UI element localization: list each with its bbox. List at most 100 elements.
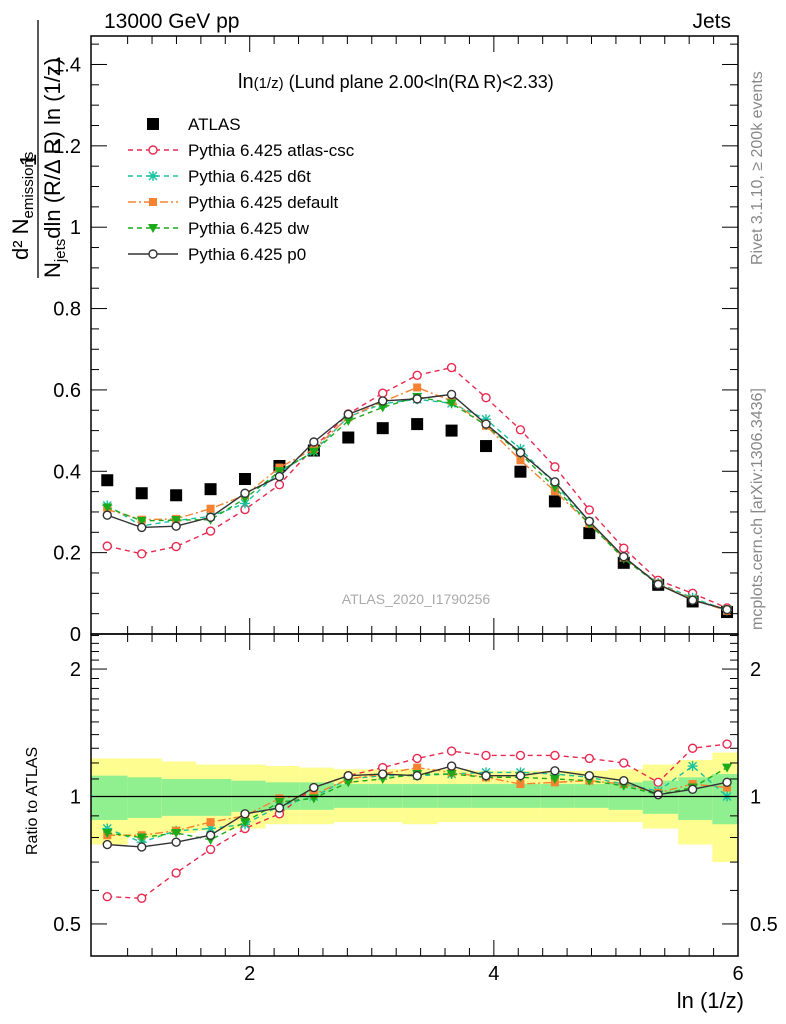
ratio-point-p0 xyxy=(515,770,526,781)
data-point-p0 xyxy=(653,579,663,590)
ratio-point-dw xyxy=(274,798,285,808)
data-point-p0 xyxy=(378,396,388,406)
ratio-point-p0 xyxy=(274,803,285,813)
data-point-p0 xyxy=(619,552,629,562)
data-point-atlas_csc xyxy=(515,425,526,435)
data-point-default xyxy=(413,383,422,392)
data-point-dw xyxy=(171,516,182,526)
data-point-atlas xyxy=(376,422,389,435)
header-left: 13000 GeV pp xyxy=(104,10,239,33)
data-point-dw xyxy=(446,399,457,409)
main-title: ln(1/z) (Lund plane 2.00<ln(RΔ R)<2.33) xyxy=(238,71,554,93)
data-point-atlas_csc xyxy=(481,392,491,403)
data-point-d6t xyxy=(481,414,492,425)
ratio-point-default xyxy=(516,780,525,789)
ratio-point-p0 xyxy=(687,784,698,794)
legend-label-default: Pythia 6.425 default xyxy=(188,193,339,212)
data-point-p0 xyxy=(412,394,422,404)
data-point-p0 xyxy=(137,522,147,533)
ratio-point-atlas_csc xyxy=(171,868,181,878)
data-point-p0 xyxy=(205,512,216,522)
ratio-point-p0 xyxy=(584,770,595,781)
ratio-point-dw xyxy=(239,818,250,828)
main-y-axis-numerator: d² Nemissions xyxy=(8,152,37,260)
band-inner xyxy=(195,778,232,816)
data-point-atlas xyxy=(204,483,217,496)
data-point-atlas_csc xyxy=(274,480,285,490)
ratio-point-p0 xyxy=(653,789,663,800)
ratio-point-atlas_csc xyxy=(481,750,491,761)
x-tick-label: 4 xyxy=(488,963,499,985)
y-tick-label-ratio: 2 xyxy=(70,659,81,681)
data-point-atlas xyxy=(445,424,458,437)
axis-ticks: 2 4 6 0 0.2 0.4 0.6 0.8 1 1.2 1.4 0.5 0.5 1 1 2 2 xyxy=(53,36,778,985)
data-point-default xyxy=(206,504,215,513)
data-point-dw xyxy=(308,447,319,457)
svg-text:1: 1 xyxy=(15,154,41,167)
ratio-point-p0 xyxy=(550,766,560,776)
ratio-point-default xyxy=(206,818,215,827)
y-tick-label-main: 1.2 xyxy=(53,136,81,158)
data-point-p0 xyxy=(343,409,353,420)
data-point-atlas xyxy=(342,431,355,444)
legend-marker-dw xyxy=(148,224,158,233)
ratio-point-atlas_csc xyxy=(722,739,732,749)
ratio-frame xyxy=(90,633,739,957)
main-series-lines xyxy=(101,362,734,619)
data-point-default xyxy=(516,456,525,465)
ratio-point-p0 xyxy=(446,761,457,771)
data-point-atlas_csc xyxy=(550,462,560,472)
y-tick-label-main: 0.4 xyxy=(53,461,81,483)
data-point-atlas xyxy=(411,418,424,431)
ratio-point-p0 xyxy=(343,770,353,781)
y-tick-label-main: 1 xyxy=(70,217,81,239)
y-tick-label-ratio-right: 1 xyxy=(750,786,761,808)
ratio-point-p0 xyxy=(619,775,629,786)
ratio-point-d6t xyxy=(102,823,113,834)
data-point-p0 xyxy=(446,389,457,400)
data-point-atlas_csc xyxy=(205,526,216,536)
axis-frames xyxy=(90,35,739,957)
data-point-atlas_csc xyxy=(137,549,147,559)
series-line-d6t xyxy=(106,398,728,612)
y-tick-label-ratio: 1 xyxy=(70,786,81,808)
watermark: ATLAS_2020_I1790256 xyxy=(342,591,491,607)
data-point-p0 xyxy=(584,516,595,527)
legend: ATLAS Pythia 6.425 atlas-csc Pythia 6.425 … xyxy=(128,115,355,264)
ratio-point-p0 xyxy=(378,769,388,779)
data-point-atlas xyxy=(170,489,183,502)
legend-marker-atlas_csc xyxy=(148,145,158,155)
data-point-atlas xyxy=(135,487,148,500)
legend-marker-d6t xyxy=(148,171,158,181)
ratio-point-p0 xyxy=(171,837,181,847)
data-point-atlas xyxy=(101,474,114,487)
data-point-atlas_csc xyxy=(171,541,181,552)
ratio-point-atlas_csc xyxy=(412,753,422,764)
ratio-point-d6t xyxy=(687,761,698,772)
main-y-axis-denominator: Njetsdln (R/Δ R) ln (1/z) xyxy=(40,58,69,278)
legend-label-atlas: ATLAS xyxy=(188,115,241,134)
band-inner xyxy=(91,775,128,820)
data-point-p0 xyxy=(481,419,491,429)
data-point-atlas_csc xyxy=(584,505,595,515)
data-point-atlas_csc xyxy=(619,543,629,553)
ratio-point-atlas_csc xyxy=(446,746,457,756)
ratio-point-p0 xyxy=(102,839,112,850)
ratio-point-atlas_csc xyxy=(515,750,526,761)
x-tick-label: 6 xyxy=(732,963,743,985)
y-tick-label-main: 0.8 xyxy=(53,299,81,321)
band-inner xyxy=(161,778,196,816)
ratio-point-atlas_csc xyxy=(137,893,147,903)
data-point-atlas xyxy=(548,495,561,508)
ratio-point-dw xyxy=(722,763,733,773)
ratio-point-p0 xyxy=(240,809,250,819)
data-point-atlas xyxy=(480,440,493,453)
y-tick-label-ratio-right: 0.5 xyxy=(750,914,778,936)
legend-marker-atlas xyxy=(147,118,159,130)
ratio-point-dw xyxy=(136,833,147,843)
main-y-axis-label: 1 xyxy=(15,154,41,167)
ratio-point-p0 xyxy=(137,842,147,852)
ratio-point-dw xyxy=(446,770,457,780)
ratio-point-d6t xyxy=(205,823,216,834)
data-point-atlas_csc xyxy=(378,388,388,398)
